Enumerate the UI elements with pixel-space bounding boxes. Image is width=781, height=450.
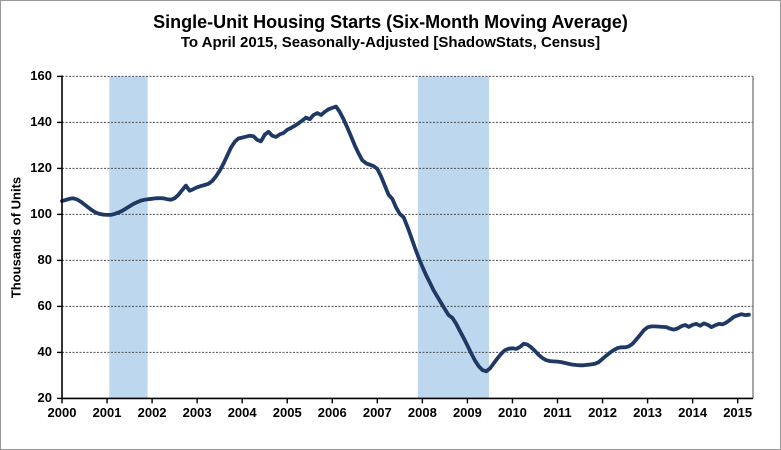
recession-band	[109, 76, 148, 399]
x-axis-tick-label: 2011	[543, 405, 572, 421]
x-axis-tick-label: 2015	[723, 405, 753, 421]
y-axis-tick-label: 160	[30, 68, 52, 84]
x-axis-tick-label: 2004	[227, 405, 257, 421]
y-axis-tick-label: 20	[37, 390, 52, 406]
x-axis-tick-label: 2006	[317, 405, 347, 421]
chart-subtitle: To April 2015, Seasonally-Adjusted [Shad…	[180, 34, 601, 51]
x-axis-tick-label: 2003	[182, 405, 212, 421]
x-axis-tick-label: 2002	[137, 405, 167, 421]
y-axis-tick-label: 80	[37, 252, 52, 268]
x-axis-tick-label: 2010	[497, 405, 527, 421]
y-axis-tick-label: 40	[37, 344, 52, 360]
x-axis-tick-label: 2000	[47, 405, 77, 421]
y-axis-tick-label: 140	[30, 114, 52, 130]
x-axis-tick-label: 2007	[362, 405, 392, 421]
housing-starts-series-line	[60, 104, 751, 374]
x-axis-tick-label: 2001	[92, 405, 122, 421]
x-axis-tick-label: 2008	[407, 405, 437, 421]
x-axis-tick-label: 2012	[588, 405, 617, 421]
x-axis-tick-label: 2013	[633, 405, 663, 421]
y-axis-tick-label: 100	[30, 206, 52, 222]
x-axis-tick-label: 2005	[272, 405, 302, 421]
chart-title: Single-Unit Housing Starts (Six-Month Mo…	[153, 12, 628, 32]
x-axis-tick-label: 2009	[452, 405, 482, 421]
y-axis-tick-label: 60	[37, 298, 52, 314]
x-axis-tick-label: 2014	[678, 405, 708, 421]
y-axis-tick-label: 120	[30, 160, 52, 176]
recession-band	[417, 76, 490, 399]
